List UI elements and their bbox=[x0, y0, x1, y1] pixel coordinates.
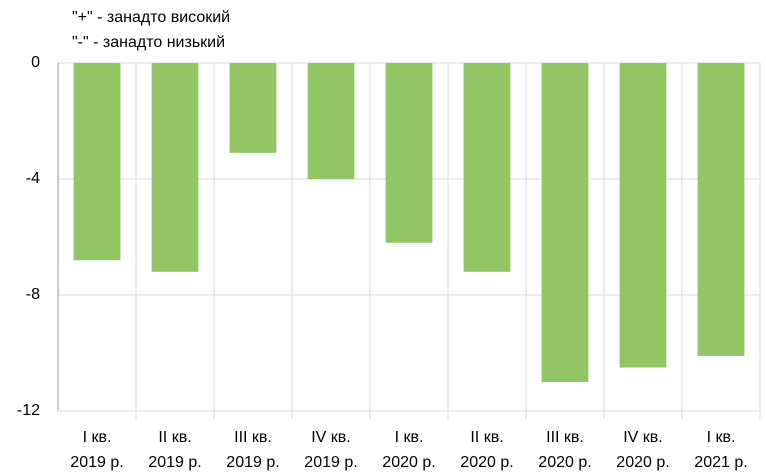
x-tick-label: 2020 р. bbox=[616, 454, 669, 471]
x-tick-label: IV кв. bbox=[311, 429, 351, 446]
bar bbox=[463, 63, 511, 272]
x-tick-label: IV кв. bbox=[623, 429, 663, 446]
x-tick-label: I кв. bbox=[83, 429, 112, 446]
bar bbox=[385, 63, 433, 243]
x-tick-label: I кв. bbox=[707, 429, 736, 446]
y-tick-label: 0 bbox=[31, 54, 40, 71]
bar bbox=[229, 63, 277, 153]
bar bbox=[619, 63, 667, 368]
x-tick-label: 2019 р. bbox=[70, 454, 123, 471]
x-tick-label: 2019 р. bbox=[304, 454, 357, 471]
bar bbox=[541, 63, 589, 382]
x-tick-label: 2019 р. bbox=[226, 454, 279, 471]
x-tick-label: 2019 р. bbox=[148, 454, 201, 471]
bar bbox=[151, 63, 199, 272]
bar bbox=[307, 63, 355, 179]
annotation: "+" - занадто високий bbox=[72, 9, 230, 26]
annotation: "-" - занадто низький bbox=[72, 34, 225, 51]
x-tick-label: I кв. bbox=[395, 429, 424, 446]
x-tick-label: II кв. bbox=[158, 429, 191, 446]
x-tick-label: II кв. bbox=[470, 429, 503, 446]
x-tick-label: III кв. bbox=[234, 429, 272, 446]
x-tick-label: 2020 р. bbox=[538, 454, 591, 471]
y-tick-label: -4 bbox=[26, 170, 40, 187]
x-tick-label: 2020 р. bbox=[460, 454, 513, 471]
bar bbox=[697, 63, 745, 356]
y-tick-label: -8 bbox=[26, 286, 40, 303]
bar bbox=[73, 63, 121, 261]
x-tick-label: III кв. bbox=[546, 429, 584, 446]
x-tick-label: 2021 р. bbox=[694, 454, 747, 471]
y-tick-label: -12 bbox=[17, 402, 40, 419]
x-tick-label: 2020 р. bbox=[382, 454, 435, 471]
